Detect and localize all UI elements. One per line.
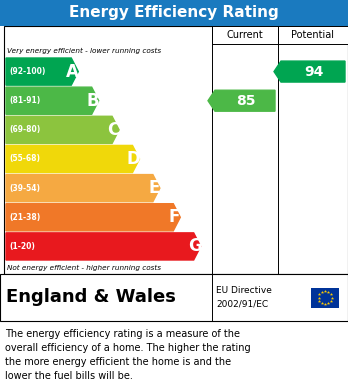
Text: The energy efficiency rating is a measure of the: The energy efficiency rating is a measur… [5, 329, 240, 339]
Text: overall efficiency of a home. The higher the rating: overall efficiency of a home. The higher… [5, 343, 251, 353]
Text: (39-54): (39-54) [9, 184, 40, 193]
Text: 85: 85 [236, 94, 256, 108]
Text: Very energy efficient - lower running costs: Very energy efficient - lower running co… [7, 47, 161, 54]
Text: F: F [168, 208, 180, 226]
Bar [0, 274, 348, 321]
Bar [278, 26, 348, 44]
Text: (1-20): (1-20) [9, 242, 35, 251]
Polygon shape [6, 145, 140, 172]
Text: (21-38): (21-38) [9, 213, 40, 222]
Text: C: C [107, 121, 119, 139]
Text: B: B [86, 92, 99, 110]
Bar [4, 26, 348, 274]
Text: (69-80): (69-80) [9, 126, 40, 135]
Text: (81-91): (81-91) [9, 96, 40, 105]
Text: Not energy efficient - higher running costs: Not energy efficient - higher running co… [7, 264, 161, 271]
Polygon shape [6, 116, 119, 143]
Text: (92-100): (92-100) [9, 67, 45, 76]
Text: A: A [66, 63, 79, 81]
Text: Energy Efficiency Rating: Energy Efficiency Rating [69, 5, 279, 20]
Text: Current: Current [227, 30, 263, 40]
Polygon shape [6, 233, 201, 260]
Text: D: D [127, 150, 140, 168]
Text: lower the fuel bills will be.: lower the fuel bills will be. [5, 371, 133, 381]
Text: EU Directive
2002/91/EC: EU Directive 2002/91/EC [216, 286, 272, 308]
Polygon shape [208, 90, 275, 111]
Polygon shape [6, 58, 78, 85]
Text: the more energy efficient the home is and the: the more energy efficient the home is an… [5, 357, 231, 367]
Text: England & Wales: England & Wales [6, 289, 176, 307]
Text: (55-68): (55-68) [9, 154, 40, 163]
Polygon shape [274, 61, 345, 82]
Bar [311, 287, 339, 307]
Bar [212, 26, 278, 44]
Polygon shape [6, 174, 160, 202]
Polygon shape [6, 87, 99, 114]
Polygon shape [6, 204, 180, 231]
Text: 94: 94 [304, 65, 324, 79]
Text: Potential: Potential [292, 30, 334, 40]
Text: G: G [188, 237, 201, 255]
Bar [0, 0, 348, 26]
Text: E: E [148, 179, 160, 197]
